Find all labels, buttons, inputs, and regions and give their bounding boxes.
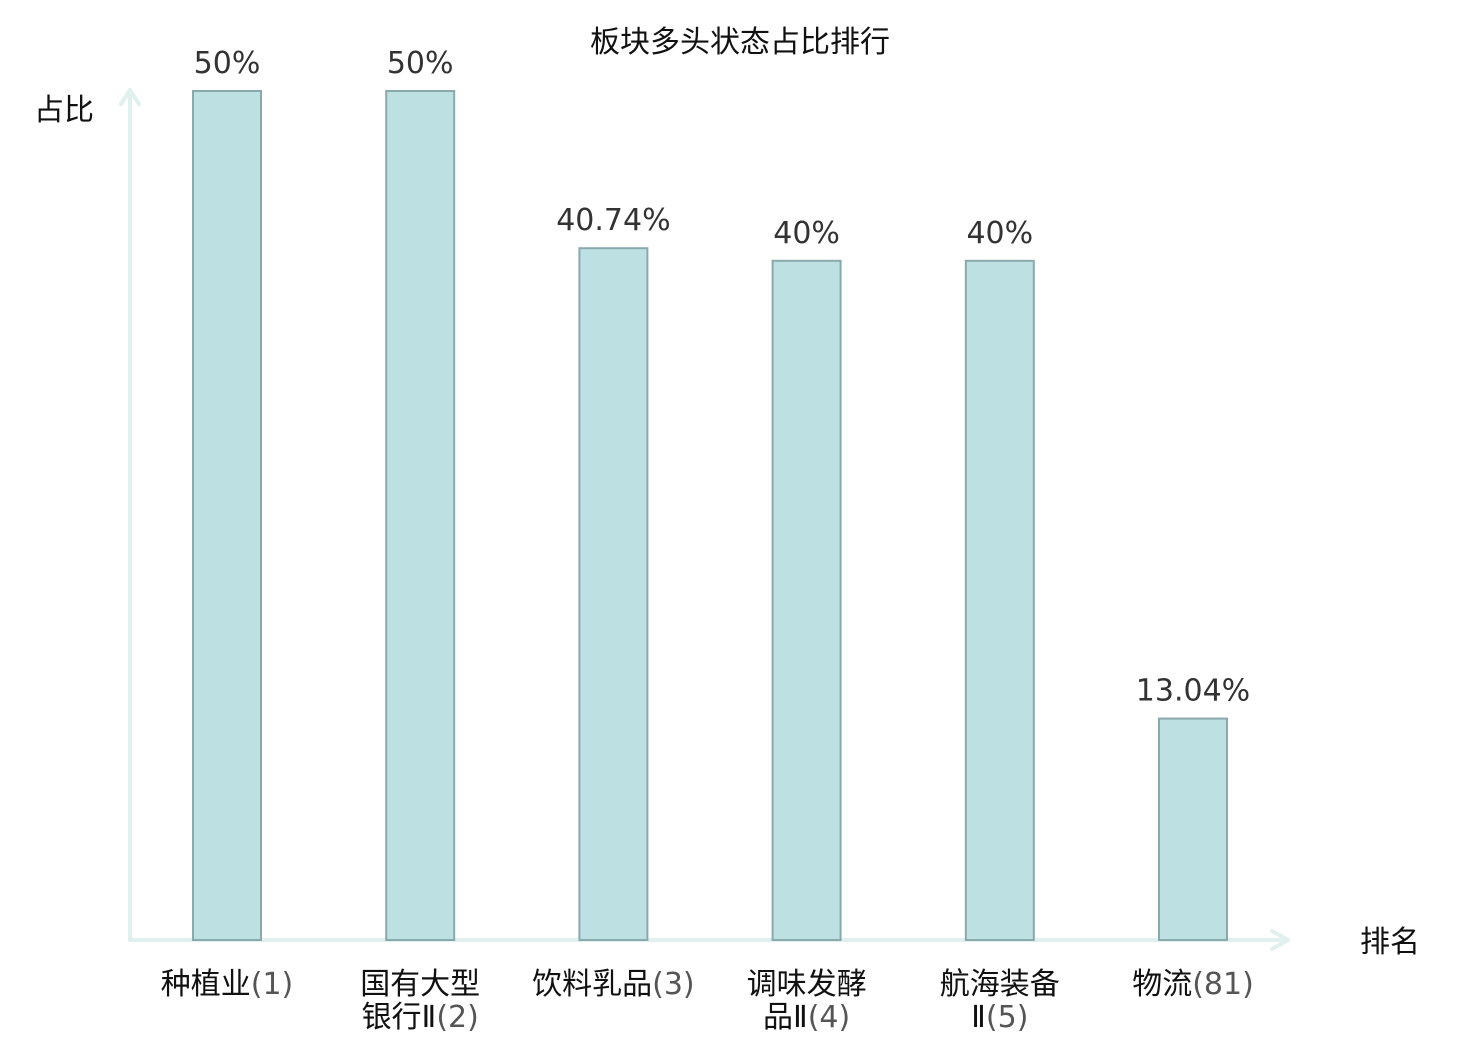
category-label: 品Ⅱ(4) bbox=[763, 1000, 850, 1035]
category-label: 国有大型 bbox=[360, 967, 480, 1002]
y-axis-label: 占比 bbox=[34, 93, 94, 128]
category-rank: (3) bbox=[652, 967, 695, 1002]
value-label: 50% bbox=[387, 46, 454, 81]
bar bbox=[192, 90, 262, 941]
category-name: 品Ⅱ bbox=[763, 1000, 808, 1035]
axes bbox=[119, 88, 1290, 951]
category-label: 物流(81) bbox=[1132, 967, 1254, 1002]
category-name: 航海装备 bbox=[940, 967, 1060, 1002]
chart-title: 板块多头状态占比排行 bbox=[590, 25, 890, 60]
category-name: 种植业 bbox=[161, 967, 251, 1002]
bars-group bbox=[192, 90, 1228, 942]
bar bbox=[964, 259, 1035, 941]
category-rank: (1) bbox=[251, 967, 294, 1002]
bar bbox=[771, 259, 842, 941]
category-rank: (5) bbox=[986, 1000, 1029, 1035]
y-axis-arrow-icon bbox=[119, 88, 141, 106]
value-label: 40% bbox=[966, 216, 1033, 251]
category-label: Ⅱ(5) bbox=[971, 1000, 1028, 1035]
category-label: 调味发酵 bbox=[747, 967, 867, 1002]
category-label: 银行Ⅱ(2) bbox=[362, 1000, 479, 1035]
bar bbox=[385, 90, 456, 941]
value-label: 13.04% bbox=[1136, 674, 1250, 709]
bar bbox=[578, 247, 649, 941]
category-rank: (4) bbox=[808, 1000, 851, 1035]
category-label: 种植业(1) bbox=[161, 967, 294, 1002]
category-name: 物流 bbox=[1132, 967, 1192, 1002]
value-labels-group: 50% 50% 40.74% 40% 40% 13.04% bbox=[194, 46, 1251, 709]
bar bbox=[1158, 717, 1228, 942]
value-label: 40% bbox=[773, 216, 840, 251]
category-rank: (2) bbox=[436, 1000, 479, 1035]
value-label: 40.74% bbox=[556, 203, 670, 238]
category-name: 银行Ⅱ bbox=[362, 1000, 437, 1035]
category-label: 饮料乳品(3) bbox=[532, 967, 695, 1002]
category-name: 国有大型 bbox=[360, 967, 480, 1002]
value-label: 50% bbox=[194, 46, 261, 81]
category-name: Ⅱ bbox=[971, 1000, 986, 1035]
category-name: 调味发酵 bbox=[747, 967, 867, 1002]
category-label: 航海装备 bbox=[940, 967, 1060, 1002]
x-axis-arrow-icon bbox=[1270, 929, 1290, 951]
category-rank: (81) bbox=[1192, 967, 1254, 1002]
x-axis-label: 排名 bbox=[1360, 925, 1420, 960]
category-name: 饮料乳品 bbox=[532, 967, 652, 1002]
